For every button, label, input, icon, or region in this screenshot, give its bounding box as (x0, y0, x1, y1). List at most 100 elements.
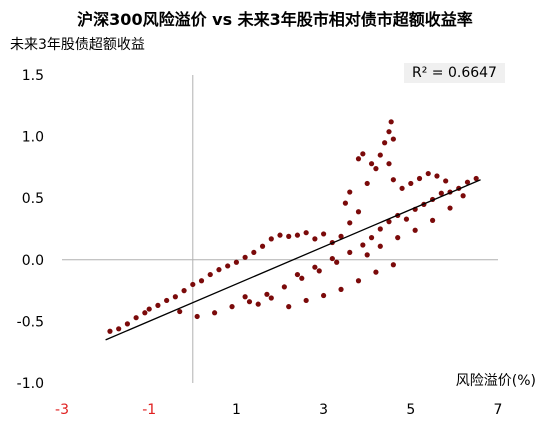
data-point (399, 185, 405, 191)
r-squared-annotation: R² = 0.6647 (404, 63, 505, 83)
y-tick-label: 0.0 (22, 253, 44, 269)
data-point (286, 304, 292, 310)
data-point (364, 252, 370, 258)
data-point (312, 264, 318, 270)
data-point (347, 220, 353, 226)
data-point (408, 180, 414, 187)
data-point (355, 156, 362, 162)
data-point (386, 219, 392, 225)
data-point (225, 263, 231, 269)
data-point (294, 232, 301, 238)
data-point (360, 151, 366, 157)
data-point (216, 267, 222, 273)
data-point (246, 299, 253, 305)
data-point (321, 292, 327, 299)
data-point (268, 295, 274, 301)
data-point (347, 249, 353, 256)
data-point (229, 304, 235, 310)
data-point (443, 178, 449, 184)
data-point (164, 297, 170, 304)
data-point (386, 129, 392, 135)
data-point (425, 170, 431, 177)
data-point (268, 236, 274, 242)
data-point (377, 243, 383, 249)
data-point (255, 301, 261, 307)
trendline-group (105, 179, 481, 341)
data-point (377, 226, 383, 232)
data-point (133, 315, 139, 321)
x-tick-label: -1 (142, 402, 156, 418)
y-tick-label: 1.5 (22, 68, 44, 84)
data-point (212, 310, 218, 316)
data-points (107, 119, 479, 334)
data-point (438, 190, 444, 196)
data-point (207, 271, 213, 278)
data-point (377, 152, 383, 158)
data-point (334, 259, 340, 265)
data-point (347, 189, 353, 195)
data-point (447, 205, 453, 211)
data-point (460, 193, 466, 199)
data-point (390, 262, 396, 268)
data-point (386, 161, 392, 167)
data-point (368, 235, 375, 241)
data-point (382, 140, 388, 146)
y-tick-label: -1.0 (17, 376, 44, 392)
data-point (338, 286, 344, 292)
x-tick-label: 5 (406, 402, 415, 418)
data-point (430, 217, 436, 223)
data-point (464, 179, 471, 185)
data-point (264, 291, 270, 297)
axes (62, 75, 498, 383)
y-tick-label: 0.5 (22, 191, 44, 207)
data-point (368, 161, 375, 167)
data-point (251, 249, 257, 256)
data-point (390, 136, 396, 142)
data-point (155, 302, 161, 308)
data-point (338, 233, 344, 239)
data-point (146, 306, 152, 312)
data-point (364, 180, 370, 187)
y-axis-title: 未来3年股债超额收益 (10, 37, 145, 53)
data-point (242, 294, 248, 300)
x-tick-label: 1 (232, 402, 241, 418)
y-tick-label: 1.0 (22, 130, 44, 146)
data-point (277, 232, 283, 238)
data-point (388, 119, 394, 125)
data-point (303, 297, 309, 304)
x-tick-label: 7 (494, 402, 503, 418)
tick-labels: 1.5 1.0 0.5 0.0 -0.5 -1.0 -3 -1 1 3 5 7 (17, 68, 503, 418)
data-point (312, 236, 318, 242)
chart-title: 沪深300风险溢价 vs 未来3年股市相对债市超额收益率 (77, 10, 473, 29)
data-point (142, 310, 148, 316)
data-point (373, 269, 379, 275)
data-point (181, 288, 187, 294)
data-point (107, 328, 113, 334)
data-point (303, 230, 309, 236)
data-point (342, 200, 348, 206)
x-axis-title: 风险溢价(%) (455, 373, 536, 389)
data-point (286, 233, 292, 239)
data-point (321, 231, 327, 237)
data-point (198, 278, 205, 284)
data-point (259, 243, 266, 249)
data-point (242, 254, 248, 260)
data-point (373, 166, 379, 172)
y-tick-label: -0.5 (17, 314, 44, 330)
data-point (124, 321, 130, 327)
data-point (316, 268, 322, 274)
data-point (412, 227, 418, 233)
data-point (473, 175, 479, 182)
data-point (329, 255, 335, 262)
data-point (299, 275, 305, 281)
data-point (172, 294, 178, 300)
data-point (194, 313, 200, 320)
data-point (294, 271, 301, 278)
data-point (416, 175, 423, 182)
x-tick-label: 3 (319, 402, 328, 418)
x-tick-label: -3 (55, 402, 69, 418)
data-point (434, 173, 440, 179)
data-point (403, 216, 410, 222)
data-point (360, 242, 366, 248)
